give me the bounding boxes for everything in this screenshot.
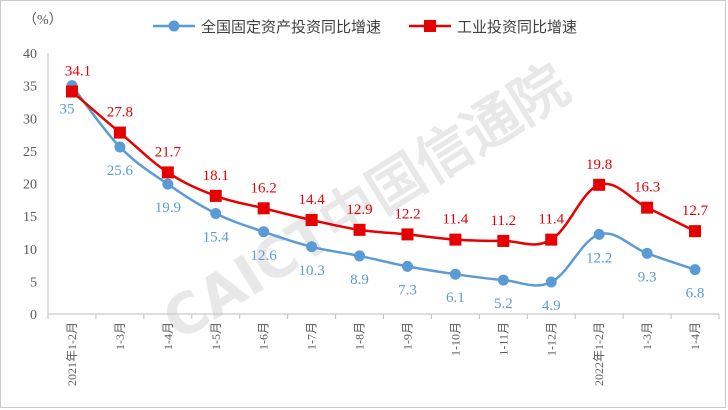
data-label: 12.6	[251, 248, 278, 264]
data-label: 16.2	[251, 180, 277, 196]
axes: 0 5 10 15 20 25 30 35 40 2021年1-2月 1-3月 1-4月 1-5月 1-6…	[23, 47, 720, 386]
data-label: 7.3	[398, 282, 417, 298]
y-tick-label: 35	[23, 80, 37, 95]
data-label: 10.3	[298, 263, 324, 279]
data-label: 35	[59, 102, 74, 118]
x-tick-label: 2021年1-2月	[65, 322, 79, 386]
data-point	[353, 223, 366, 236]
data-label: 12.9	[346, 202, 372, 218]
x-tick-label: 1-12月	[544, 322, 558, 356]
x-tick-label: 1-9月	[400, 322, 414, 350]
data-labels: 35 25.6 19.9 15.4 12.6 10.3 8.9 7.3 6.1 5.2 4.9 12.…	[59, 63, 708, 314]
x-tick-label: 1-8月	[353, 322, 367, 350]
data-point	[641, 201, 654, 214]
y-tick-label: 25	[23, 145, 37, 160]
y-tick-label: 20	[23, 178, 37, 193]
data-label: 25.6	[107, 163, 134, 179]
data-point	[545, 233, 558, 246]
data-point	[593, 228, 605, 240]
data-point	[545, 276, 557, 288]
x-tick-label: 1-4月	[161, 322, 175, 350]
data-label: 21.7	[155, 144, 182, 160]
data-label: 19.8	[586, 157, 612, 173]
x-tick-label: 1-5月	[209, 322, 223, 350]
data-point	[497, 274, 509, 286]
y-tick-label: 0	[30, 308, 37, 323]
data-point	[209, 189, 222, 202]
data-point	[449, 233, 462, 246]
data-label: 12.2	[586, 250, 612, 266]
data-point	[401, 260, 413, 272]
data-label: 9.3	[638, 269, 657, 285]
y-tick-label: 40	[23, 47, 37, 62]
data-point	[689, 225, 702, 238]
series-layer	[65, 80, 702, 288]
y-tick-label: 5	[30, 275, 37, 290]
x-tick-label: 1-11月	[496, 322, 510, 356]
data-point	[113, 126, 126, 139]
data-point	[354, 250, 366, 262]
data-point	[593, 178, 606, 191]
y-tick-label: 10	[23, 243, 37, 258]
data-label: 27.8	[107, 105, 133, 121]
x-tick-label: 1-10月	[448, 322, 462, 356]
data-label: 6.8	[686, 286, 705, 302]
legend-marker	[424, 20, 436, 32]
data-point	[161, 166, 174, 179]
data-label: 4.9	[542, 298, 561, 314]
x-tick-label: 2022年1-2月	[592, 322, 606, 386]
data-label: 6.1	[446, 290, 465, 306]
data-point	[401, 228, 414, 241]
legend-label: 全国固定资产投资同比增速	[201, 18, 381, 36]
data-point	[689, 264, 701, 276]
data-point	[65, 85, 78, 98]
data-label: 11.4	[538, 212, 564, 228]
data-point	[305, 214, 318, 227]
data-label: 16.3	[634, 180, 660, 196]
data-point	[257, 202, 270, 215]
legend-label: 工业投资同比增速	[457, 18, 577, 36]
data-point	[497, 234, 510, 247]
x-tick-label: 1-3月	[640, 322, 654, 350]
data-label: 8.9	[350, 272, 369, 288]
x-tick-label: 1-6月	[257, 322, 271, 350]
y-unit-label: （%）	[23, 12, 63, 28]
x-tick-label: 1-4月	[688, 322, 702, 350]
x-tick-label: 1-3月	[113, 322, 127, 350]
legend-marker	[168, 20, 180, 32]
data-point	[210, 208, 222, 220]
data-label: 34.1	[65, 63, 91, 79]
x-tick-label: 1-7月	[305, 322, 319, 350]
legend: 全国固定资产投资同比增速 工业投资同比增速	[153, 18, 577, 36]
data-label: 11.2	[490, 213, 516, 229]
data-label: 19.9	[155, 200, 181, 216]
data-label: 14.4	[298, 192, 325, 208]
data-label: 12.2	[394, 206, 420, 222]
data-label: 15.4	[203, 230, 230, 246]
data-point	[306, 241, 318, 253]
data-point	[258, 226, 270, 238]
data-label: 5.2	[494, 296, 513, 312]
y-tick-label: 30	[23, 112, 37, 127]
data-point	[449, 268, 461, 280]
data-point	[162, 178, 174, 190]
data-point	[641, 247, 653, 259]
data-label: 18.1	[203, 168, 229, 184]
data-label: 12.7	[682, 203, 709, 219]
data-label: 11.4	[443, 212, 469, 228]
data-point	[114, 141, 126, 153]
y-tick-label: 15	[23, 210, 37, 225]
